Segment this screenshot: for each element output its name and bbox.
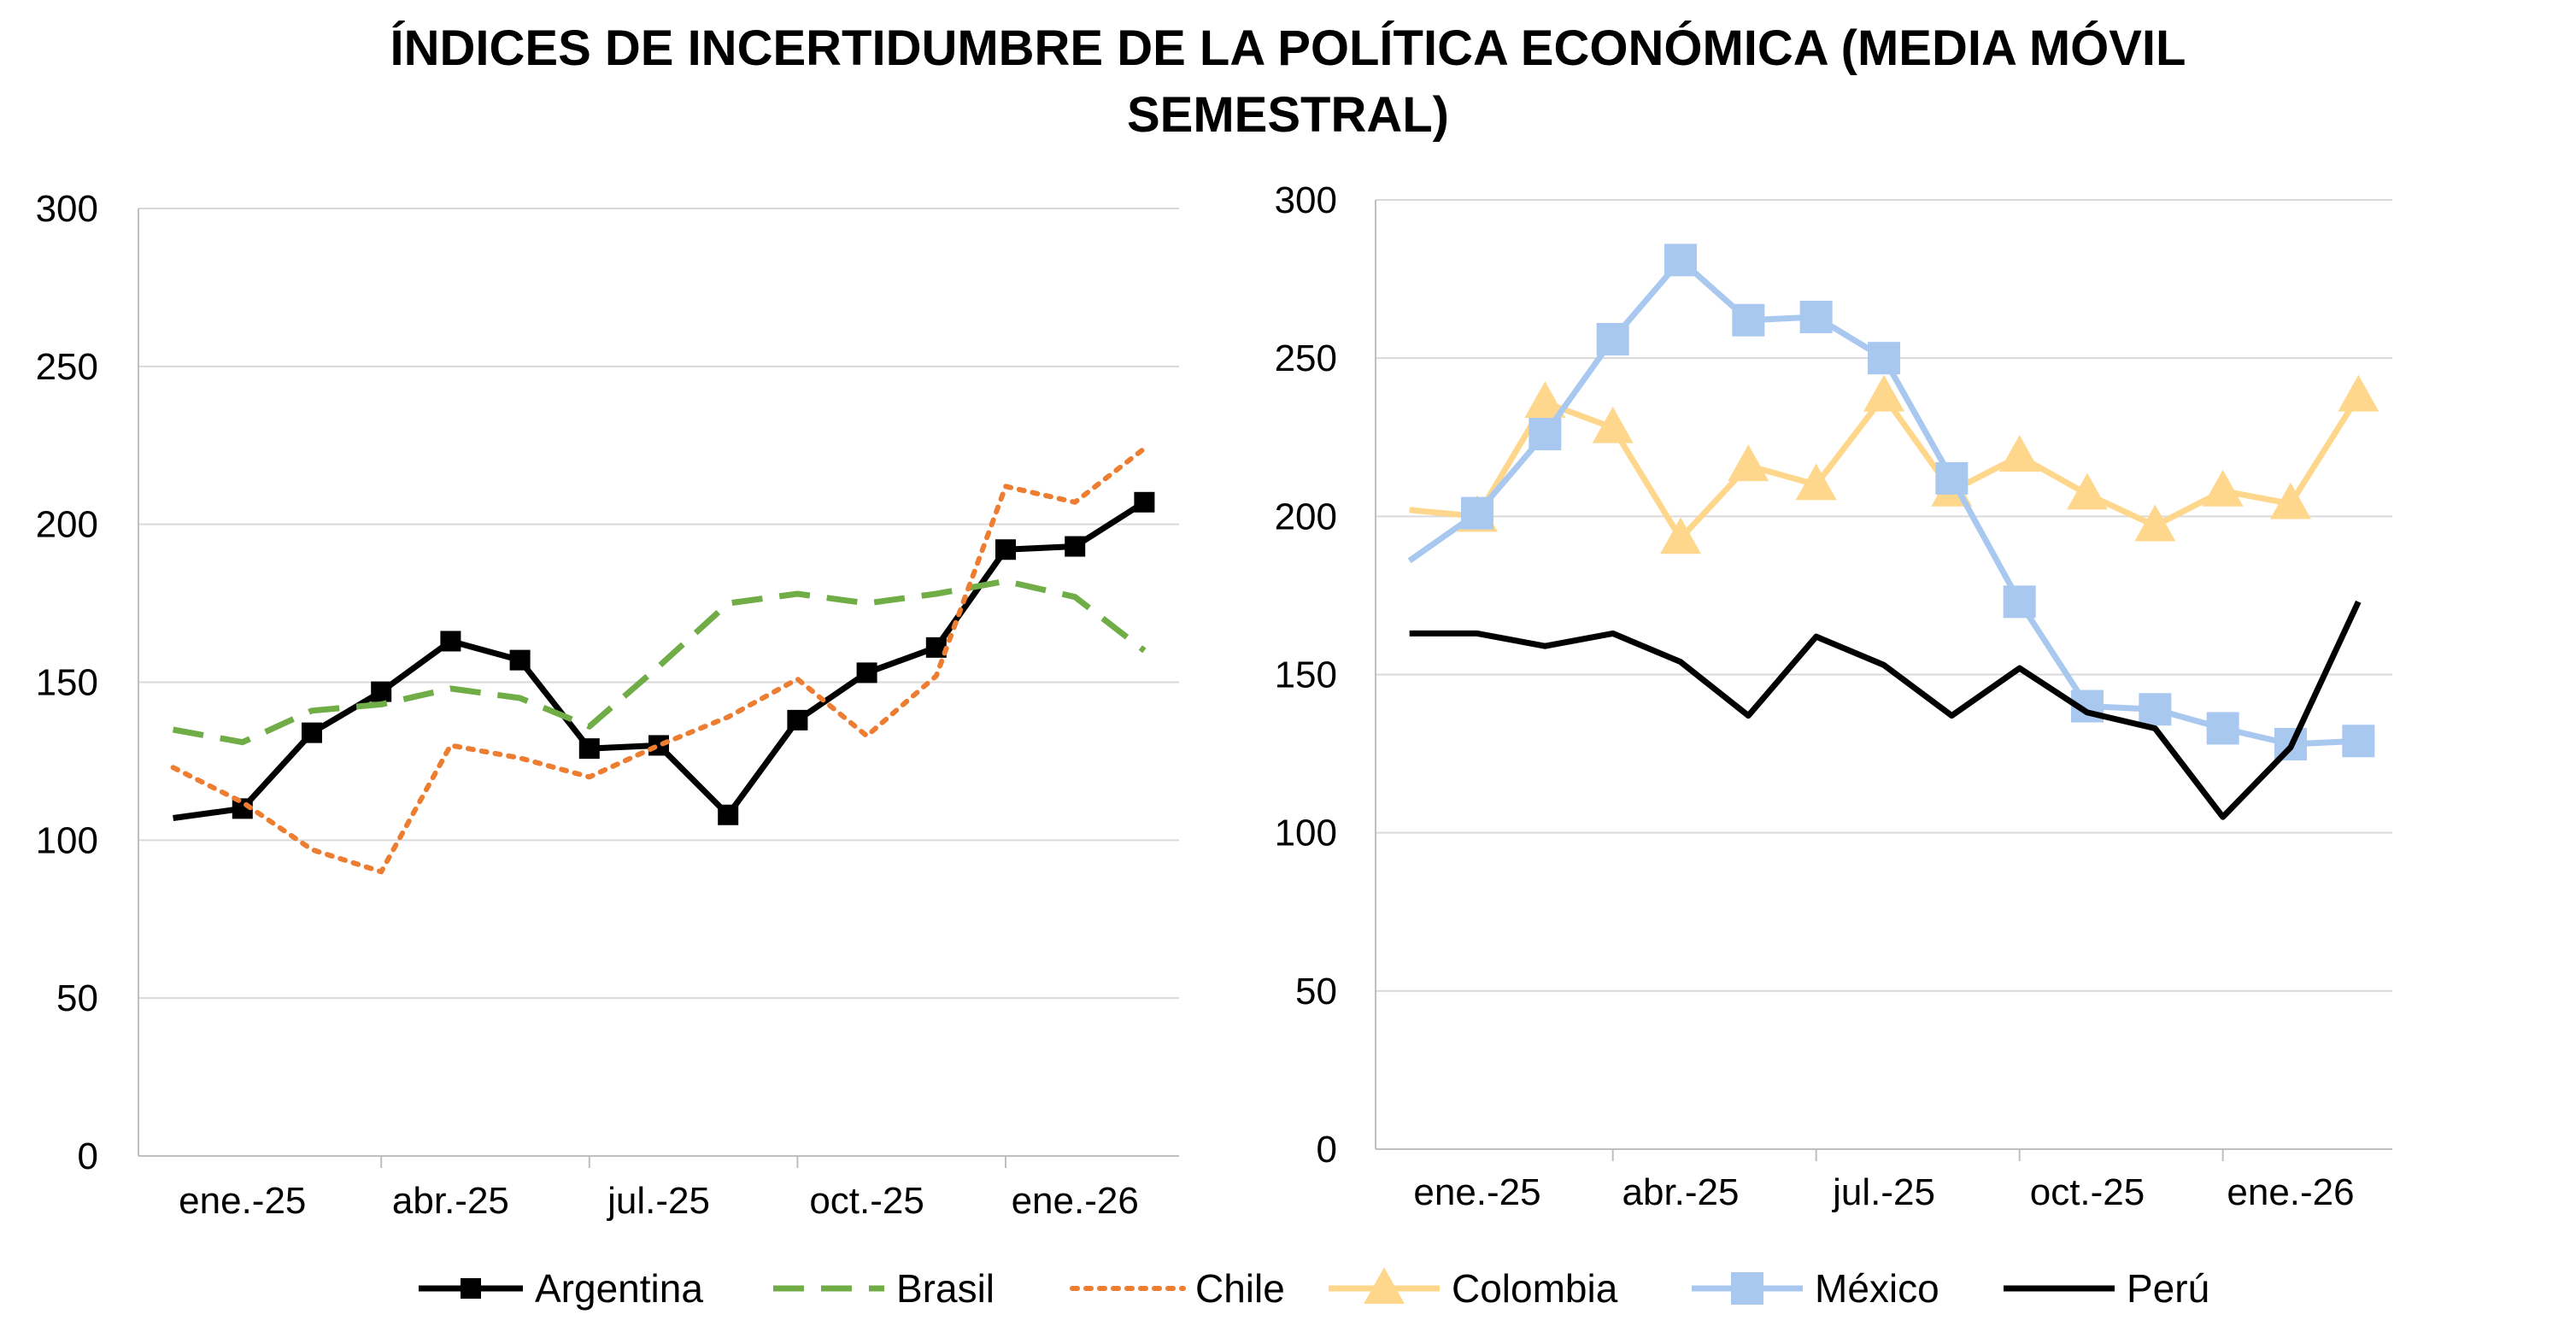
legend-label-chile: Chile — [1195, 1266, 1285, 1311]
series-brasil — [172, 578, 1147, 746]
mexico-point-7 — [1868, 342, 1900, 375]
legend-item-peru: Perú — [2004, 1266, 2209, 1311]
y-tick-label-100: 100 — [1275, 813, 1337, 854]
left-panel: 0 50 100 150 200 250 300 ene.-25 abr.-25 jul.-25 o… — [36, 188, 1179, 1222]
legend-item-chile: Chile — [1070, 1266, 1285, 1311]
mexico-point-2 — [1529, 418, 1562, 451]
legend-label-colombia: Colombia — [1452, 1266, 1618, 1311]
mexico-point-8 — [1935, 461, 1969, 495]
y-tick-label-250: 250 — [36, 346, 98, 388]
x-tick-label-oct-25: oct.-25 — [809, 1180, 924, 1222]
y-tick-label-250: 250 — [1275, 337, 1337, 379]
argentina-point-14 — [1134, 491, 1155, 513]
series-argentina — [173, 491, 1155, 825]
x-tick-label-jul-25: jul.-25 — [606, 1180, 710, 1222]
x-tick-label-ene-25: ene.-25 — [179, 1180, 306, 1222]
series-colombia — [1409, 374, 2379, 555]
y-tick-label-200: 200 — [1275, 496, 1337, 537]
colombia-point-7 — [1863, 374, 1904, 412]
y-tick-label-150: 150 — [36, 662, 98, 704]
argentina-point-5 — [509, 649, 531, 671]
mexico-point-12 — [2206, 712, 2239, 745]
colombia-point-14 — [2338, 374, 2379, 412]
x-tick-label-ene-26: ene.-26 — [1012, 1180, 1139, 1222]
y-tick-label-100: 100 — [36, 819, 98, 861]
argentina-point-7 — [648, 735, 669, 756]
series-line-peru — [1409, 600, 2362, 820]
x-tick-label-oct-25: oct.-25 — [2030, 1171, 2145, 1213]
x-tick-label-jul-25: jul.-25 — [1831, 1171, 1935, 1213]
y-tick-label-300: 300 — [1275, 179, 1337, 221]
argentina-point-10 — [856, 662, 877, 684]
legend-mexico-point-marker — [1731, 1272, 1763, 1305]
colombia-point-3 — [1592, 406, 1634, 443]
chart-title-line-1: ÍNDICES DE INCERTIDUMBRE DE LA POLÍTICA … — [390, 21, 2186, 76]
y-tick-label-150: 150 — [1275, 654, 1337, 696]
chart-title-line-2: SEMESTRAL) — [1127, 87, 1449, 143]
colombia-point-13 — [2270, 482, 2311, 519]
x-tick-label-ene-25: ene.-25 — [1413, 1171, 1540, 1213]
argentina-point-12 — [995, 539, 1016, 560]
argentina-point-6 — [578, 738, 600, 760]
colombia-point-6 — [1795, 463, 1837, 501]
legend-label-peru: Perú — [2127, 1266, 2209, 1311]
y-tick-label-0: 0 — [1317, 1129, 1337, 1171]
colombia-point-10 — [2067, 472, 2108, 510]
series-chile — [170, 445, 1147, 875]
argentina-point-13 — [1065, 536, 1086, 557]
colombia-point-2 — [1524, 381, 1566, 419]
x-tick-label-ene-26: ene.-26 — [2227, 1171, 2354, 1213]
x-tick-label-abr-25: abr.-25 — [392, 1180, 509, 1222]
y-tick-label-0: 0 — [78, 1135, 98, 1177]
y-tick-label-300: 300 — [36, 188, 98, 230]
argentina-point-8 — [718, 804, 739, 825]
argentina-point-9 — [787, 709, 808, 731]
series-line-brasil — [172, 578, 1147, 746]
right-panel: 0 50 100 150 200 250 300 ene.-25 abr.-25 jul.-25 o… — [1275, 179, 2392, 1213]
colombia-point-9 — [1998, 435, 2040, 472]
mexico-point-4 — [1664, 244, 1697, 277]
legend-label-argentina: Argentina — [535, 1266, 703, 1311]
legend-item-brasil: Brasil — [773, 1266, 995, 1311]
y-tick-label-50: 50 — [56, 977, 98, 1019]
legend-colombia-point-marker — [1364, 1267, 1405, 1304]
legend-item-mexico: México — [1692, 1266, 1939, 1311]
mexico-point-14 — [2342, 725, 2375, 758]
y-tick-label-50: 50 — [1295, 971, 1337, 1012]
x-tick-label-abr-25: abr.-25 — [1622, 1171, 1740, 1213]
legend-label-brasil: Brasil — [896, 1266, 995, 1311]
series-line-chile — [170, 445, 1147, 875]
argentina-point-4 — [440, 631, 461, 652]
colombia-point-12 — [2202, 469, 2244, 507]
mexico-point-3 — [1596, 322, 1629, 355]
legend-argentina-point-marker — [461, 1278, 481, 1299]
argentina-point-2 — [302, 722, 322, 743]
legend-item-colombia: Colombia — [1329, 1266, 1618, 1311]
colombia-point-4 — [1660, 517, 1701, 555]
mexico-point-6 — [1799, 301, 1833, 334]
series-peru — [1409, 600, 2362, 820]
colombia-point-5 — [1728, 444, 1769, 482]
y-tick-label-200: 200 — [36, 504, 98, 546]
series-mexico — [1407, 244, 2375, 760]
legend: Argentina Brasil Chile Colombia México Perú — [419, 1266, 2209, 1311]
mexico-point-11 — [2139, 693, 2172, 726]
legend-item-argentina: Argentina — [419, 1266, 703, 1311]
argentina-point-3 — [371, 681, 392, 702]
legend-label-mexico: México — [1815, 1266, 1939, 1311]
mexico-point-5 — [1732, 303, 1765, 337]
colombia-point-11 — [2134, 504, 2176, 542]
mexico-point-9 — [2003, 585, 2036, 619]
mexico-point-1 — [1461, 496, 1493, 530]
chart-title: ÍNDICES DE INCERTIDUMBRE DE LA POLÍTICA … — [0, 15, 2576, 149]
